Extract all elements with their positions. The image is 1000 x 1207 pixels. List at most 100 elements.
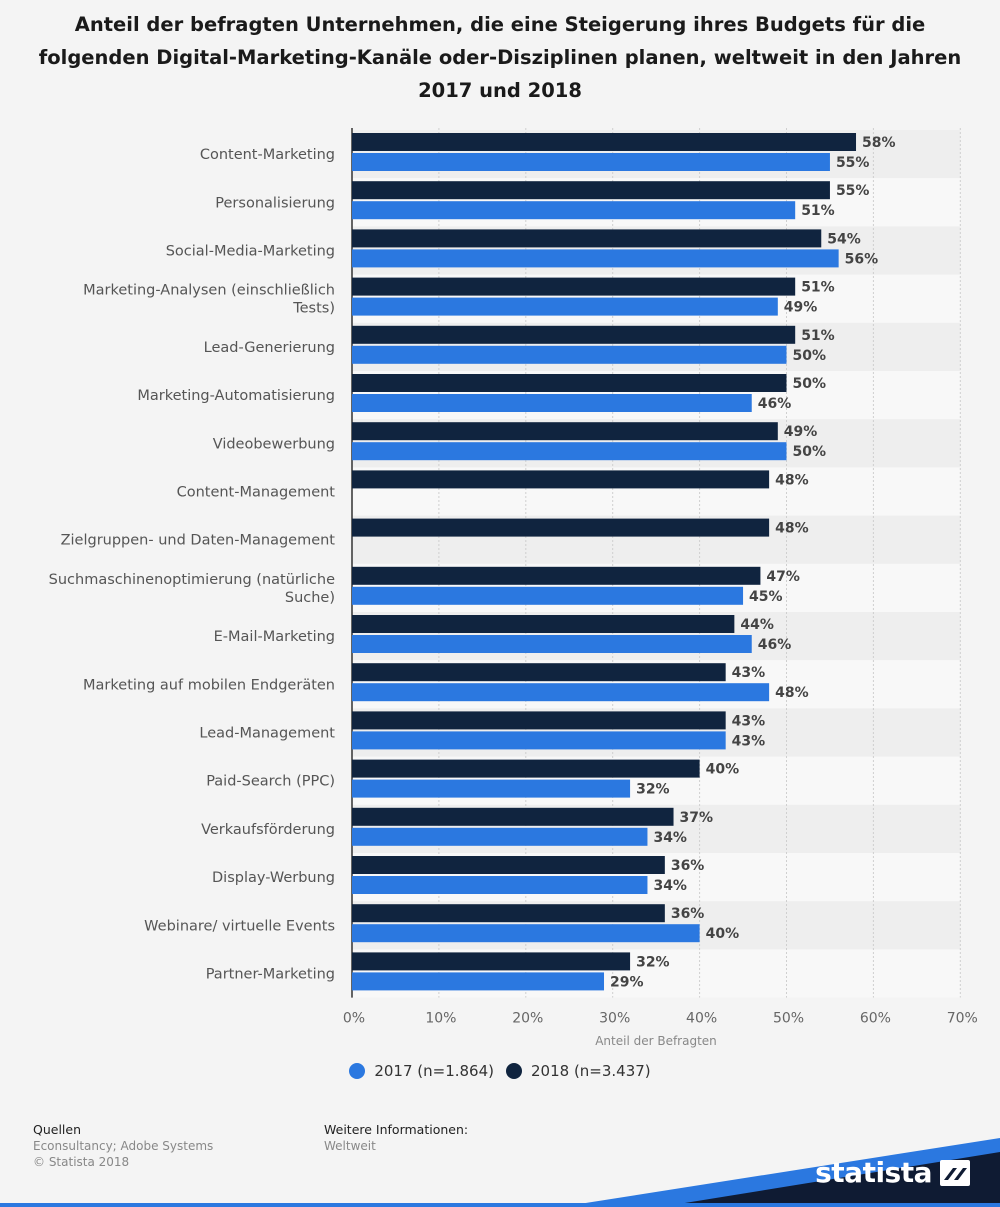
value-label-2018: 47% bbox=[766, 569, 800, 585]
legend-label-2018: 2018 (n=3.437) bbox=[531, 1062, 651, 1080]
value-label-2018: 36% bbox=[671, 858, 705, 874]
value-label-2017: 32% bbox=[636, 782, 670, 798]
value-label-2017: 51% bbox=[801, 203, 835, 219]
legend-dot-2017 bbox=[349, 1063, 366, 1079]
x-tick-label: 10% bbox=[425, 1011, 456, 1027]
bar-2017 bbox=[352, 297, 778, 316]
bars bbox=[352, 133, 857, 991]
value-label-2017: 40% bbox=[706, 926, 740, 942]
statista-logo-icon bbox=[940, 1159, 970, 1186]
bar-2018 bbox=[352, 277, 796, 296]
category-label: Verkaufsförderung bbox=[201, 822, 335, 838]
value-label-2018: 36% bbox=[671, 906, 705, 922]
more-info-text: Weltweit bbox=[324, 1139, 376, 1153]
bar-2018 bbox=[352, 325, 796, 344]
legend-label-2017: 2017 (n=1.864) bbox=[374, 1062, 494, 1080]
value-label-2018: 50% bbox=[793, 376, 827, 392]
value-label-2018: 43% bbox=[732, 665, 766, 681]
value-label-2017: 55% bbox=[836, 155, 870, 171]
bar-2017 bbox=[352, 827, 648, 846]
bar-2017 bbox=[352, 394, 752, 412]
bar-2017 bbox=[352, 635, 752, 653]
category-label: Zielgruppen- und Daten-Management bbox=[61, 533, 336, 549]
bar-2018 bbox=[352, 952, 631, 971]
category-label: Partner-Marketing bbox=[206, 967, 335, 983]
bar-2017 bbox=[352, 972, 605, 991]
value-label-2017: 46% bbox=[758, 637, 792, 653]
category-label: Content-Management bbox=[177, 485, 336, 501]
brand-name: statista bbox=[815, 1156, 932, 1189]
bar-2018 bbox=[352, 807, 674, 826]
bar-2018 bbox=[352, 663, 726, 682]
legend-dot-2018 bbox=[506, 1063, 522, 1079]
value-label-2018: 32% bbox=[636, 954, 670, 970]
value-label-2018: 48% bbox=[775, 521, 809, 537]
value-label-2017: 29% bbox=[610, 974, 644, 990]
x-tick-label: 60% bbox=[860, 1011, 891, 1027]
value-label-2017: 48% bbox=[775, 685, 809, 701]
value-label-2017: 50% bbox=[793, 348, 827, 364]
value-label-2017: 49% bbox=[784, 300, 818, 316]
bar-2017 bbox=[352, 153, 830, 171]
bar-2018 bbox=[352, 133, 857, 151]
bar-2018 bbox=[352, 374, 787, 392]
value-label-2017: 46% bbox=[758, 396, 792, 412]
category-label: Marketing auf mobilen Endgeräten bbox=[83, 677, 335, 693]
bar-2017 bbox=[352, 249, 839, 268]
category-label: Webinare/ virtuelle Events bbox=[144, 918, 335, 934]
x-tick-label: 20% bbox=[512, 1011, 543, 1027]
copyright-text: © Statista 2018 bbox=[33, 1155, 130, 1169]
bar-2018 bbox=[352, 759, 700, 778]
bar-2017 bbox=[352, 345, 787, 364]
value-label-2017: 45% bbox=[749, 589, 783, 605]
sources-heading: Quellen bbox=[33, 1122, 82, 1137]
category-label: Lead-Generierung bbox=[204, 340, 335, 356]
category-label: Suchmaschinenoptimierung (natürliche Such… bbox=[49, 572, 335, 606]
bar-chart: 58%55%Content-Marketing55%51%Personalisi… bbox=[49, 128, 978, 1048]
bar-2017 bbox=[352, 924, 700, 943]
more-info-heading: Weitere Informationen: bbox=[324, 1122, 469, 1137]
category-label: Personalisierung bbox=[215, 195, 335, 211]
category-label: Social-Media-Marketing bbox=[166, 244, 335, 260]
more-info: Weitere Informationen: Weltweit bbox=[324, 1122, 468, 1154]
value-label-2018: 54% bbox=[827, 231, 861, 247]
bar-2017 bbox=[352, 442, 787, 461]
bar-2018 bbox=[352, 904, 665, 923]
bar-2017 bbox=[352, 201, 796, 220]
footer-band bbox=[0, 1138, 1000, 1207]
legend-item-2017[interactable]: 2017 (n=1.864) bbox=[349, 1062, 494, 1080]
bar-2017 bbox=[352, 683, 770, 702]
category-label: Marketing-Analysen (einschließlich Tests) bbox=[83, 283, 335, 317]
bar-2018 bbox=[352, 181, 830, 200]
x-tick-label: 50% bbox=[773, 1011, 804, 1027]
bar-2017 bbox=[352, 779, 631, 798]
x-tick-label: 30% bbox=[599, 1011, 630, 1027]
value-label-2018: 48% bbox=[775, 472, 809, 488]
category-label: Content-Marketing bbox=[200, 147, 335, 163]
sources-text: Econsultancy; Adobe Systems bbox=[33, 1139, 214, 1153]
bar-2018 bbox=[352, 856, 665, 874]
value-label-2018: 55% bbox=[836, 183, 870, 199]
bar-2018 bbox=[352, 470, 770, 489]
value-label-2017: 43% bbox=[732, 733, 766, 749]
x-tick-label: 70% bbox=[947, 1011, 978, 1027]
value-label-2018: 37% bbox=[680, 810, 714, 826]
x-tick-label: 40% bbox=[686, 1011, 717, 1027]
value-label-2018: 51% bbox=[801, 280, 835, 296]
category-label: Paid-Search (PPC) bbox=[206, 774, 335, 790]
value-label-2017: 34% bbox=[653, 830, 687, 846]
bar-2017 bbox=[352, 731, 726, 750]
x-axis-ticks: 0% 10% 20% 30% 40% 50% 60% 70% bbox=[343, 1011, 978, 1027]
x-axis-label: Anteil der Befragten bbox=[595, 1034, 717, 1048]
chart-title: Anteil der befragten Unternehmen, die ei… bbox=[38, 13, 962, 102]
value-label-2018: 51% bbox=[801, 328, 835, 344]
category-label: Display-Werbung bbox=[212, 870, 335, 886]
bar-2018 bbox=[352, 518, 770, 537]
value-label-2018: 49% bbox=[784, 424, 818, 440]
bar-2018 bbox=[352, 566, 761, 585]
legend: 2017 (n=1.864) 2018 (n=3.437) bbox=[0, 1062, 1000, 1080]
statista-logo[interactable]: statista bbox=[815, 1156, 970, 1189]
legend-item-2018[interactable]: 2018 (n=3.437) bbox=[506, 1062, 651, 1080]
bar-2018 bbox=[352, 422, 778, 441]
value-label-2018: 40% bbox=[706, 762, 740, 778]
